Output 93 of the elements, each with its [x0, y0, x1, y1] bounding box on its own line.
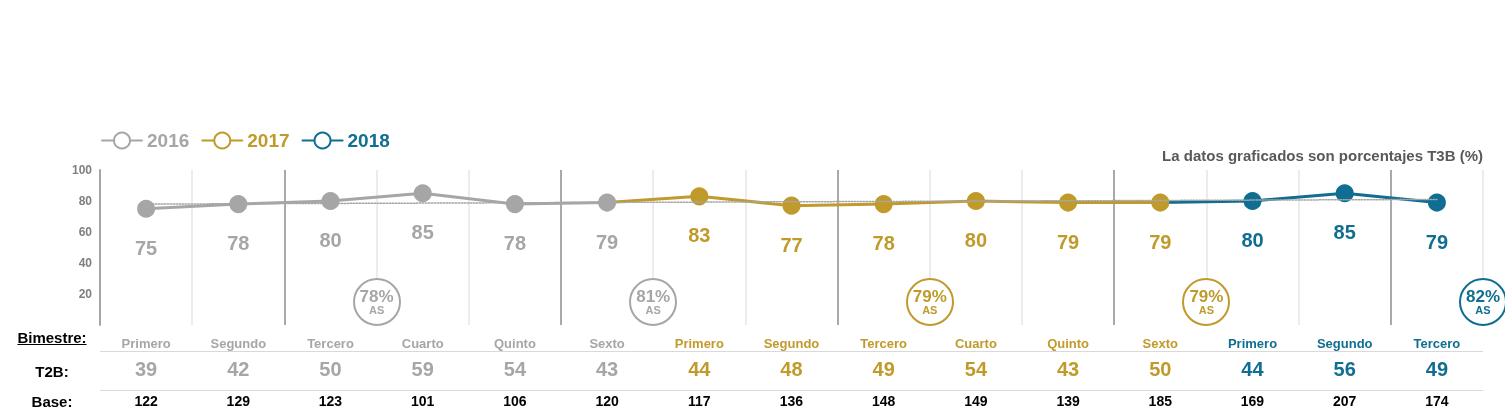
point: [413, 184, 432, 203]
text: 122: [133, 393, 159, 409]
data-label: 75: [134, 236, 158, 259]
x-tick-label: Cuarto: [954, 336, 997, 351]
point: [1335, 184, 1354, 203]
circle-badge: 82% AS: [1459, 278, 1505, 326]
x-tick-label: Primero: [674, 336, 724, 351]
x-tick-label: Tercero: [307, 336, 354, 351]
point: [1427, 193, 1446, 212]
text: 117: [687, 393, 712, 409]
data-label: 85: [411, 221, 434, 244]
text: 129: [225, 393, 251, 409]
x-tick-label: Quinto: [1047, 336, 1090, 351]
legend-label: 2017: [247, 130, 290, 151]
annotation: 81% AS: [635, 287, 672, 316]
y-tick-label: 60: [78, 225, 93, 239]
text: 43: [1055, 358, 1081, 381]
text: 148: [871, 393, 897, 409]
x-tick-label: Segundo: [1316, 336, 1373, 351]
y-tick-label: 20: [78, 287, 93, 301]
text: 56: [1332, 358, 1357, 381]
text: 50: [1148, 358, 1173, 381]
text: 49: [871, 358, 896, 381]
point: [874, 195, 893, 214]
text: 139: [1055, 393, 1081, 409]
x-tick-label: Tercero: [860, 336, 908, 351]
circle-badge: 79% AS: [905, 278, 954, 326]
data-label: 79: [1425, 230, 1449, 253]
data-label: 80: [319, 229, 342, 251]
text: 43: [594, 358, 620, 381]
annotation: 79% AS: [1188, 287, 1225, 316]
x-tick-label: Primero: [1227, 336, 1278, 351]
text: 136: [778, 393, 805, 409]
circle-badge: 79% AS: [1182, 278, 1231, 326]
legend-label: 2016: [147, 130, 190, 151]
data-label: 78: [503, 232, 527, 255]
y-tick-label: 40: [78, 256, 93, 270]
data-label: 77: [780, 233, 803, 256]
x-tick-label: Primero: [121, 336, 171, 351]
point: [505, 195, 524, 214]
point: [1151, 193, 1170, 212]
annotation: 82% AS: [1465, 287, 1501, 316]
text: 44: [1240, 358, 1265, 381]
text: 101: [410, 393, 436, 409]
circle-badge: 78% AS: [352, 278, 401, 326]
text: 169: [1239, 393, 1266, 409]
text: 42: [226, 358, 251, 381]
x-tick-label: Segundo: [210, 336, 267, 351]
circle-badge: 81% AS: [629, 278, 678, 326]
text: 39: [133, 358, 159, 381]
x-tick-label: Segundo: [763, 336, 820, 351]
text: 48: [779, 358, 804, 381]
text: 59: [410, 358, 435, 381]
point: [321, 192, 340, 210]
data-label: 79: [1056, 230, 1080, 253]
text: 54: [502, 358, 527, 381]
data-label: 83: [688, 224, 711, 247]
data-label: 80: [1241, 229, 1264, 251]
text: 50: [318, 358, 343, 381]
data-label: 78: [227, 232, 250, 255]
text: 185: [1147, 393, 1173, 409]
x-tick-label: Cuarto: [401, 336, 444, 351]
text: 44: [687, 358, 712, 381]
data-label: 78: [872, 232, 895, 255]
text: 120: [594, 393, 620, 409]
data-label: 85: [1333, 221, 1356, 244]
point: [229, 195, 248, 214]
point: [598, 193, 617, 212]
point: [137, 199, 156, 218]
data-label: 80: [964, 229, 988, 251]
data-label: 79: [595, 230, 619, 253]
x-tick-label: Sexto: [1142, 336, 1179, 351]
text: Base:: [30, 393, 74, 410]
y-tick-label: 100: [71, 163, 93, 177]
text: 54: [963, 358, 988, 381]
text: 174: [1424, 393, 1450, 409]
y-tick-label: 80: [78, 194, 93, 208]
text: 207: [1332, 393, 1358, 409]
x-tick-label: Tercero: [1413, 336, 1461, 351]
chart-subtitle: La datos graficados son porcentajes T3B (%): [1162, 147, 1483, 164]
point: [690, 187, 709, 206]
data-label: 79: [1149, 230, 1172, 253]
text: T2B:: [34, 363, 70, 380]
x-tick-label: Quinto: [493, 336, 536, 351]
x-tick-label: Sexto: [589, 336, 625, 351]
text: 106: [502, 393, 528, 409]
annotation: 78% AS: [358, 287, 395, 316]
text: 123: [317, 393, 344, 409]
text: Bimestre:: [16, 329, 88, 346]
legend-label: 2018: [347, 130, 390, 151]
text: 49: [1424, 358, 1449, 381]
annotation: 79% AS: [911, 287, 948, 316]
text: 149: [963, 393, 989, 409]
